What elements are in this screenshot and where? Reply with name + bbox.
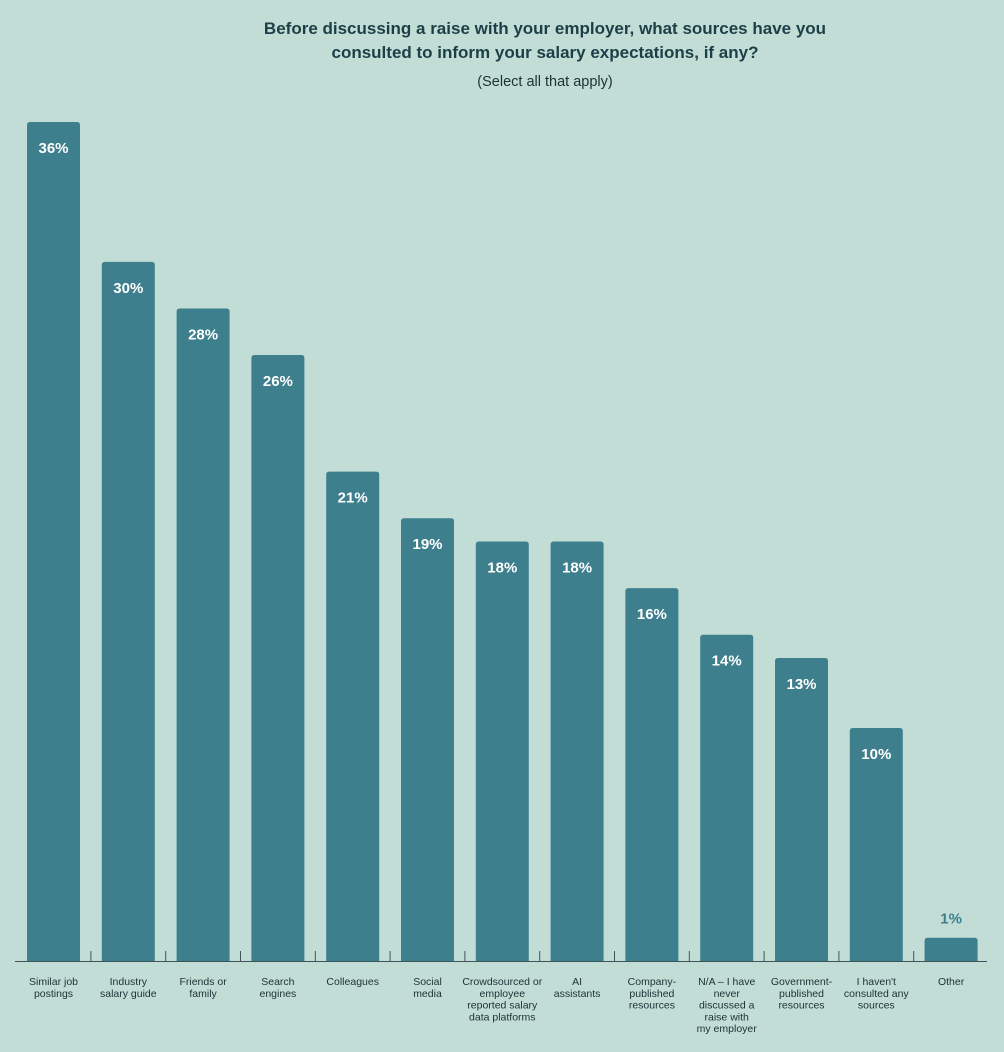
bar-government-published-resources	[775, 658, 828, 961]
value-label-industry-salary-guide: 30%	[113, 280, 143, 297]
value-label-colleagues: 21%	[338, 490, 368, 507]
bars-layer	[27, 122, 978, 961]
value-label-similar-job-postings: 36%	[38, 140, 68, 157]
value-label-social-media: 19%	[412, 536, 442, 553]
category-label-search-engines: Search engines	[260, 976, 297, 1000]
x-axis	[15, 951, 987, 962]
category-label-government-published-resources: Government-published resources	[771, 976, 833, 1012]
value-label-friends-or-family: 28%	[188, 326, 218, 343]
bar-colleagues	[326, 471, 380, 961]
bar-search-engines	[251, 355, 305, 961]
bar-company-published-resources	[625, 588, 679, 961]
category-label-n-a-i-have-never-discussed-a-raise-with-my-employer: N/A – I have never discussed a raise with my…	[697, 976, 758, 1035]
value-label-ai-assistants: 18%	[562, 560, 592, 577]
category-label-industry-salary-guide: Industry salary guide	[100, 976, 157, 1000]
value-label-other: 1%	[940, 911, 962, 928]
category-label-i-haven-t-consulted-any-sources: I haven't consulted any sources	[844, 976, 910, 1012]
category-label-crowdsourced-or-employee-reported-salary-data-platforms: Crowdsourced or employee reported salary da…	[462, 976, 542, 1023]
bar-crowdsourced-or-employee-reported-salary-data-platforms	[475, 541, 529, 961]
category-label-similar-job-postings: Similar job postings	[29, 976, 78, 1000]
category-label-company-published-resources: Company-published resources	[628, 976, 677, 1012]
value-label-search-engines: 26%	[263, 373, 293, 390]
bar-industry-salary-guide	[101, 261, 155, 961]
category-label-social-media: Social media	[413, 976, 442, 1000]
bar-i-haven-t-consulted-any-sources	[849, 727, 903, 961]
value-label-n-a-i-have-never-discussed-a-raise-with-my-employer: 14%	[712, 653, 742, 670]
value-label-government-published-resources: 13%	[786, 676, 816, 693]
category-label-ai-assistants: AI assistants	[554, 976, 601, 1000]
chart-subtitle: (Select all that apply)	[477, 74, 613, 90]
category-labels-layer: Similar job postings Industry salary guide F…	[29, 976, 965, 1035]
value-labels-layer: 36% 30% 28% 26% 21% 19% 18% 18% 16% 14% 13% 10% 1%	[38, 140, 961, 928]
bar-social-media	[401, 518, 454, 961]
value-label-crowdsourced-or-employee-reported-salary-data-platforms: 18%	[487, 560, 517, 577]
bar-similar-job-postings	[27, 122, 80, 961]
bar-n-a-i-have-never-discussed-a-raise-with-my-employer	[700, 634, 754, 961]
category-label-colleagues: Colleagues	[326, 976, 379, 988]
value-label-i-haven-t-consulted-any-sources: 10%	[861, 746, 891, 763]
category-label-friends-or-family: Friends or family	[179, 976, 227, 1000]
category-label-other: Other	[938, 976, 965, 988]
chart-title: Before discussing a raise with your empl…	[263, 19, 827, 62]
bar-friends-or-family	[176, 308, 230, 961]
value-label-company-published-resources: 16%	[637, 606, 667, 623]
bar-ai-assistants	[550, 541, 604, 961]
bar-other	[924, 937, 978, 961]
